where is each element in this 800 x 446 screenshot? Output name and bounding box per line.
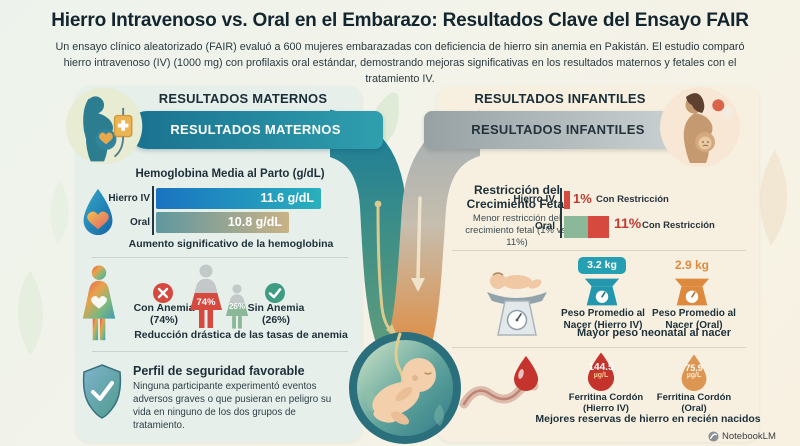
weight-label-oral: Peso Promedio al Nacer (Oral) bbox=[652, 308, 736, 331]
hb-bar: 10.8 g/dL bbox=[156, 212, 289, 233]
sin-anemia-text: Sin Anemia bbox=[247, 302, 305, 314]
page-subtitle: Un ensayo clínico aleatorizado (FAIR) ev… bbox=[55, 41, 745, 86]
weight-value-oral: 2.9 kg bbox=[674, 258, 710, 272]
growth-value-iv: 1% bbox=[573, 191, 592, 206]
ferritin-unit-iv: µg/L bbox=[593, 372, 609, 379]
sin-anemia-pct: (26%) bbox=[261, 314, 290, 327]
weighing-scale-iv-icon bbox=[584, 278, 620, 306]
ferritin-value-oral: 75.9 bbox=[685, 363, 703, 373]
pill-capsule-icon bbox=[712, 99, 734, 119]
ferritin-label-iv: Ferritina Cordón (Hierro IV) bbox=[568, 392, 644, 415]
divider bbox=[452, 347, 746, 348]
ferritin-caption: Mejores reservas de hierro en recién nac… bbox=[535, 413, 761, 425]
growth-chart-title: Restricción del Crecimiento Fetal bbox=[466, 183, 568, 211]
con-anemia-text: Con Anemia bbox=[133, 302, 195, 314]
anemia-figure-74-icon bbox=[190, 264, 222, 328]
anemia-figure-26-value: 26% bbox=[228, 302, 245, 311]
hemoglobin-row-label-iv: Hierro IV bbox=[108, 193, 150, 204]
divider bbox=[452, 250, 746, 251]
ferritin-unit-oral: µg/L bbox=[686, 372, 702, 379]
infant-banner: RESULTADOS INFANTILES bbox=[424, 111, 692, 149]
flow-arrow-down-right-icon bbox=[411, 196, 425, 292]
safety-title: Perfil de seguridad favorable bbox=[133, 364, 305, 378]
check-circle-icon bbox=[265, 283, 285, 303]
shield-check-icon bbox=[82, 364, 122, 419]
divider bbox=[92, 257, 348, 258]
page-title: Hierro Intravenoso vs. Oral en el Embara… bbox=[51, 10, 749, 31]
growth-axis bbox=[560, 188, 562, 238]
weighing-scale-oral-icon bbox=[674, 278, 710, 306]
anemia-caption: Reducción drástica de las tasas de anemi… bbox=[134, 329, 348, 341]
attribution-label: NotebookLM bbox=[722, 431, 776, 442]
hb-bar: 11.6 g/dL bbox=[156, 188, 321, 209]
weight-caption: Mayor peso neonatal al nacer bbox=[576, 327, 732, 339]
notebooklm-logo-icon bbox=[708, 431, 719, 442]
growth-bar-oral-red bbox=[588, 216, 609, 238]
hemoglobin-chart-title: Hemoglobina Media al Parto (g/dL) bbox=[135, 168, 325, 180]
growth-bar-oral-green bbox=[564, 216, 588, 238]
safety-body: Ninguna participante experimentó eventos… bbox=[133, 381, 332, 431]
con-anemia-label: Con Anemia (74%) bbox=[129, 302, 199, 326]
baby-on-scale-icon bbox=[487, 272, 547, 336]
growth-chart-subtitle: Menor restricción del crecimiento fetal … bbox=[465, 213, 569, 248]
growth-row-label-iv: Hierro IV bbox=[513, 194, 555, 205]
x-circle-icon bbox=[153, 283, 173, 303]
growth-bar-iv bbox=[564, 191, 570, 209]
ferritin-label-oral: Ferritina Cordón (Oral) bbox=[656, 392, 732, 415]
growth-suffix-oral: Con Restricción bbox=[642, 220, 715, 231]
hemoglobin-axis bbox=[152, 186, 154, 235]
umbilical-cord-blood-icon bbox=[459, 356, 539, 409]
blood-drop-heart-icon bbox=[83, 188, 113, 236]
woman-figure-gradient-icon bbox=[82, 265, 116, 341]
pregnant-woman-iv-icon bbox=[65, 87, 143, 165]
ferritin-drop-oral-icon bbox=[681, 354, 707, 391]
maternal-heading: RESULTADOS MATERNOS bbox=[158, 91, 328, 106]
weight-label-iv: Peso Promedio al Nacer (Hierro IV) bbox=[561, 308, 645, 331]
fetus-in-womb-icon bbox=[349, 332, 461, 444]
infant-heading: RESULTADOS INFANTILES bbox=[474, 91, 646, 106]
anemia-figure-74-value: 74% bbox=[196, 297, 216, 308]
ferritin-drop-iv-icon bbox=[587, 352, 615, 391]
divider bbox=[92, 351, 348, 352]
hemoglobin-caption: Aumento significativo de la hemoglobina bbox=[128, 238, 334, 250]
maternal-banner: RESULTADOS MATERNOS bbox=[128, 111, 383, 149]
ferritin-value-iv: 144.5 bbox=[588, 362, 614, 373]
pregnant-woman-pill-icon bbox=[660, 87, 740, 167]
con-anemia-pct: (74%) bbox=[149, 314, 178, 327]
growth-suffix-iv: Con Restricción bbox=[596, 194, 669, 205]
anemia-figure-26-icon bbox=[225, 284, 249, 329]
hemoglobin-row-label-oral: Oral bbox=[129, 217, 150, 228]
growth-row-label-oral: Oral bbox=[534, 221, 555, 232]
growth-value-oral: 11% bbox=[614, 215, 642, 231]
maternal-flow-ribbon bbox=[330, 109, 422, 351]
weight-value-iv-badge: 3.2 kg bbox=[578, 257, 626, 274]
sin-anemia-label: Sin Anemia (26%) bbox=[242, 302, 310, 326]
